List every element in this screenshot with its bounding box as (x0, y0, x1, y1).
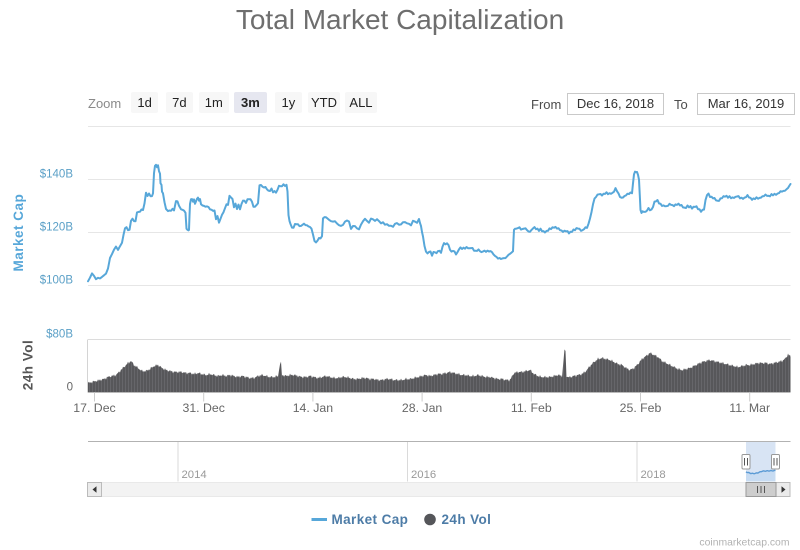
svg-text:28. Jan: 28. Jan (402, 401, 442, 415)
svg-text:2018: 2018 (641, 469, 666, 481)
svg-text:14. Jan: 14. Jan (293, 401, 333, 415)
svg-text:$100B: $100B (40, 275, 74, 287)
svg-text:0: 0 (67, 382, 73, 394)
svg-text:31. Dec: 31. Dec (183, 401, 225, 415)
svg-text:$140B: $140B (40, 169, 74, 181)
svg-text:25. Feb: 25. Feb (620, 401, 662, 415)
svg-text:2014: 2014 (182, 469, 207, 481)
svg-text:17. Dec: 17. Dec (73, 401, 115, 415)
svg-text:24h Vol: 24h Vol (21, 340, 36, 391)
svg-text:11. Feb: 11. Feb (511, 401, 552, 415)
svg-text:2016: 2016 (411, 469, 436, 481)
svg-text:Market Cap: Market Cap (11, 194, 26, 272)
svg-text:11. Mar: 11. Mar (729, 401, 770, 415)
svg-text:coinmarketcap.com: coinmarketcap.com (699, 538, 789, 549)
svg-text:$80B: $80B (46, 329, 73, 341)
svg-text:Market Cap: Market Cap (332, 512, 409, 527)
svg-text:$120B: $120B (40, 222, 74, 234)
svg-text:24h Vol: 24h Vol (442, 512, 492, 527)
